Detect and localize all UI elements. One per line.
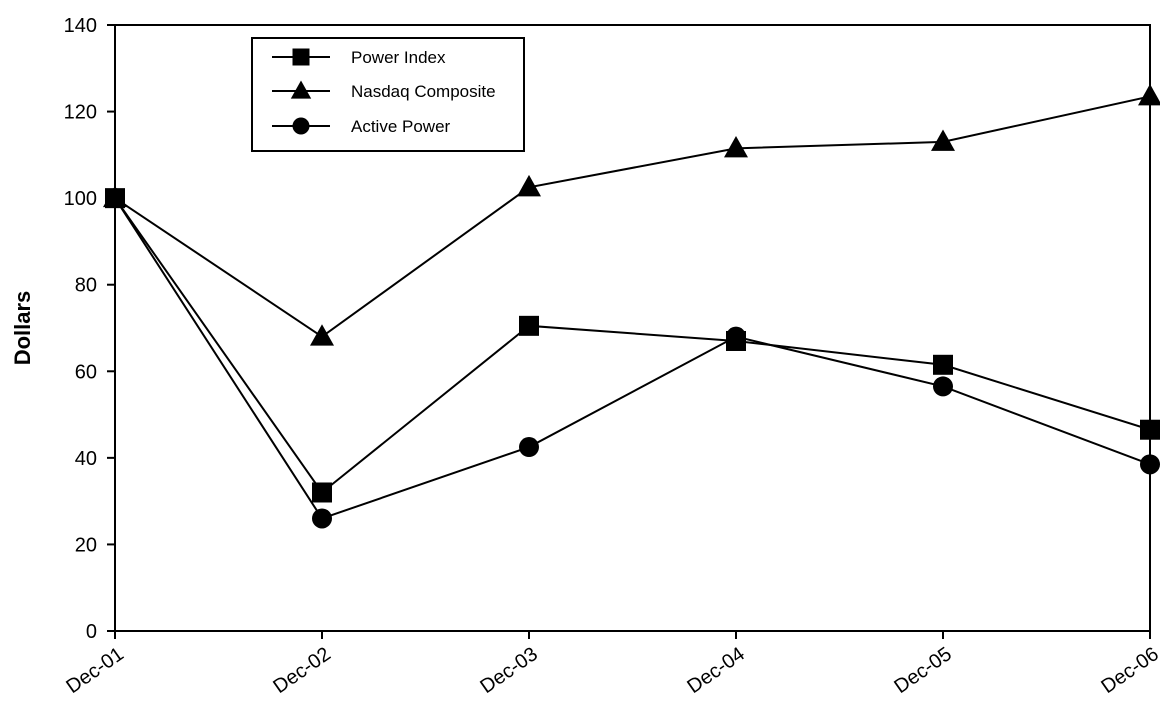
series-line <box>114 197 1151 520</box>
series-power-index <box>105 188 1160 503</box>
y-tick-label: 80 <box>75 275 97 297</box>
x-tick-label: Dec-02 <box>269 643 334 698</box>
series-line <box>114 197 1151 494</box>
legend-marker-square <box>292 48 310 66</box>
x-tick-label: Dec-06 <box>1097 643 1160 698</box>
data-point <box>519 315 539 336</box>
x-tick-label: Dec-04 <box>683 643 748 698</box>
data-point <box>931 129 955 151</box>
data-point <box>105 188 125 209</box>
y-tick-label: 120 <box>64 102 97 124</box>
y-axis-label: Dollars <box>10 291 35 366</box>
legend-label: Active Power <box>351 117 451 136</box>
data-point <box>1138 84 1160 106</box>
x-tick-label: Dec-05 <box>890 643 955 698</box>
x-tick-label: Dec-01 <box>62 643 127 698</box>
legend-marker-triangle <box>290 80 312 99</box>
y-tick-label: 60 <box>75 361 97 383</box>
data-point <box>519 437 539 458</box>
y-tick-label: 0 <box>86 621 97 643</box>
y-axis: 0 20 40 60 80 100 120 140 <box>64 15 115 643</box>
data-point <box>312 482 332 503</box>
y-tick-label: 100 <box>64 188 97 210</box>
series-line <box>114 95 1151 338</box>
series-layer <box>103 84 1160 529</box>
y-tick-label: 140 <box>64 15 97 37</box>
data-point <box>310 324 334 346</box>
data-point <box>1140 454 1160 475</box>
legend-marker-circle <box>292 117 310 135</box>
x-axis: Dec-01 Dec-02 Dec-03 Dec-04 Dec-05 Dec-06 <box>62 631 1160 698</box>
y-tick-label: 40 <box>75 448 97 470</box>
plot-area <box>114 24 1151 632</box>
legend-label: Power Index <box>351 48 446 67</box>
legend-label: Nasdaq Composite <box>351 82 496 101</box>
data-point <box>517 174 541 197</box>
data-point <box>1140 419 1160 440</box>
series-active-power <box>105 188 1160 529</box>
data-point <box>933 376 953 397</box>
legend: Power Index Nasdaq Composite Active Power <box>251 37 525 152</box>
data-point <box>726 326 746 347</box>
data-point <box>724 135 748 158</box>
series-nasdaq-composite <box>103 84 1160 346</box>
y-tick-label: 20 <box>75 534 97 556</box>
data-point <box>933 354 953 375</box>
data-point <box>312 508 332 529</box>
x-tick-label: Dec-03 <box>476 643 541 698</box>
